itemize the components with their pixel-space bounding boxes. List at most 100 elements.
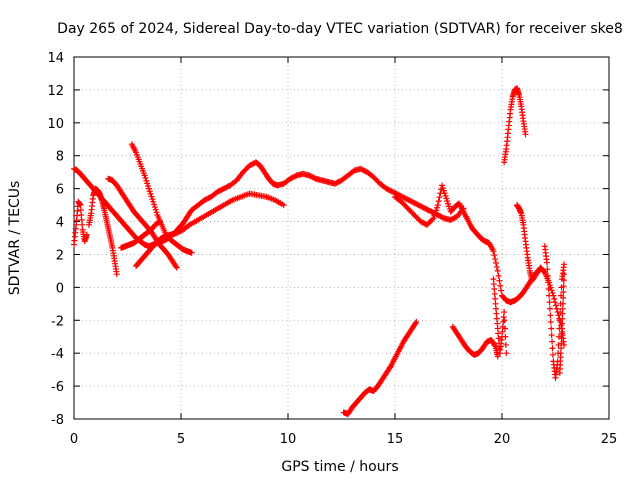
data-point: [548, 332, 555, 339]
data-point: [552, 302, 559, 309]
data-point: [502, 333, 509, 340]
data-point: [544, 272, 551, 279]
data-point: [444, 198, 451, 205]
x-axis-label: GPS time / hours: [281, 459, 398, 475]
data-point: [141, 172, 148, 179]
data-point: [439, 182, 446, 189]
data-point: [145, 183, 152, 190]
y-tick-label: 12: [47, 84, 64, 99]
data-point: [432, 209, 439, 216]
data-point: [494, 353, 501, 360]
data-point: [549, 289, 556, 296]
y-tick-label: -2: [51, 314, 64, 329]
data-point: [440, 187, 447, 194]
x-tick-label: 15: [387, 432, 404, 447]
data-point: [280, 202, 287, 209]
data-point: [153, 209, 160, 216]
data-point: [497, 282, 504, 289]
data-point: [561, 271, 568, 278]
data-point: [152, 206, 159, 213]
y-tick-label: 4: [56, 216, 64, 231]
x-tick-label: 20: [494, 432, 511, 447]
y-tick-label: -4: [51, 347, 64, 362]
x-tick-label: 10: [280, 432, 297, 447]
y-tick-label: 2: [56, 248, 64, 263]
data-point: [491, 342, 498, 349]
grid: [74, 57, 609, 419]
data-point: [443, 195, 450, 202]
y-tick-label: 0: [56, 281, 64, 296]
data-point: [493, 263, 500, 270]
data-point: [549, 345, 556, 352]
data-point: [430, 215, 437, 222]
data-point: [545, 286, 552, 293]
data-point: [83, 231, 90, 238]
data-point: [494, 267, 501, 274]
data-point: [543, 259, 550, 266]
data-point: [546, 305, 553, 312]
y-tick-label: -6: [51, 380, 64, 395]
data-point: [433, 207, 440, 214]
data-point: [551, 295, 558, 302]
data-point: [560, 283, 567, 290]
data-point: [156, 218, 163, 225]
data-point: [151, 201, 158, 208]
data-point: [552, 299, 559, 306]
data-point: [434, 202, 441, 209]
data-point: [433, 204, 440, 211]
data-point: [149, 196, 156, 203]
data-point: [491, 252, 498, 259]
data-point: [148, 193, 155, 200]
data-point: [144, 180, 151, 187]
data-point: [146, 188, 153, 195]
data-point: [544, 266, 551, 273]
data-point: [155, 219, 162, 226]
y-tick-label: 6: [56, 183, 64, 198]
data-point: [560, 288, 567, 295]
y-tick-label: 8: [56, 150, 64, 165]
data-point: [553, 305, 560, 312]
axis-ticks: 0 5 10 15 20 25 -8 -6 -4 -2 0 2 4 6 8 10 12 14: [47, 51, 617, 447]
data-point: [495, 272, 502, 279]
data-point: [561, 261, 568, 268]
data-point: [445, 203, 452, 210]
data-point: [413, 318, 420, 325]
x-tick-label: 25: [601, 432, 618, 447]
data-point: [546, 299, 553, 306]
y-tick-label: 10: [47, 117, 64, 132]
data-point: [555, 312, 562, 319]
series-sat-l: [501, 85, 529, 166]
data-point: [548, 287, 555, 294]
data-point: [439, 184, 446, 191]
data-point: [503, 350, 510, 357]
data-point: [445, 200, 452, 207]
data-point: [560, 277, 567, 284]
data-point: [113, 271, 120, 278]
data-point: [441, 190, 448, 197]
data-point: [547, 312, 554, 319]
data-point: [496, 277, 503, 284]
data-point: [492, 256, 499, 263]
data-point: [143, 177, 150, 184]
data-point: [501, 317, 508, 324]
data-marks: [71, 85, 568, 418]
data-point: [173, 264, 180, 271]
series-sat-f: [118, 218, 163, 251]
data-point: [493, 260, 500, 267]
data-point: [442, 192, 449, 199]
data-point: [498, 287, 505, 294]
y-axis-label: SDTVAR / TECUs: [7, 181, 23, 296]
series-sat-m: [513, 202, 568, 348]
data-point: [549, 351, 556, 358]
series-sat-b: [71, 198, 90, 248]
data-point: [549, 338, 556, 345]
data-point: [490, 248, 497, 255]
data-point: [147, 190, 154, 197]
chart-title: Day 265 of 2024, Sidereal Day-to-day VTE…: [57, 21, 623, 37]
series-sat-c: [85, 185, 120, 278]
data-point: [412, 320, 419, 327]
series-sat-k: [490, 276, 510, 357]
data-point: [501, 325, 508, 332]
x-tick-label: 0: [70, 432, 78, 447]
data-point: [172, 263, 179, 270]
